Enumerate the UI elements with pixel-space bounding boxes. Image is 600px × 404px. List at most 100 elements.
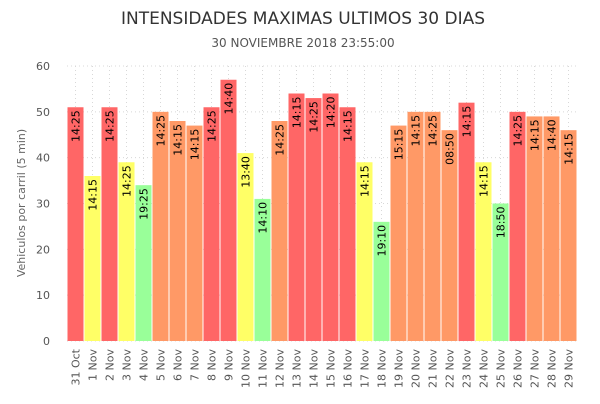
- x-tick-label: 24 Nov: [478, 349, 491, 388]
- bar-time-label: 14:15: [563, 133, 576, 165]
- bar[interactable]: [509, 111, 526, 341]
- x-tick-label: 2 Nov: [104, 349, 117, 381]
- x-tick-label: 13 Nov: [291, 349, 304, 388]
- bar[interactable]: [135, 185, 152, 341]
- bar[interactable]: [101, 107, 118, 341]
- bar-time-label: 13:40: [240, 156, 253, 188]
- bar[interactable]: [441, 130, 458, 341]
- x-tick-label: 25 Nov: [495, 349, 508, 388]
- y-tick-label: 0: [43, 335, 50, 348]
- bar-time-label: 14:25: [427, 115, 440, 147]
- bars: 14:25 14:15 14:25 14:25 19:25 14:25 14:15 14:15…: [67, 79, 577, 342]
- x-tick-label: 12 Nov: [274, 349, 287, 388]
- y-tick-label: 60: [36, 60, 50, 73]
- bar[interactable]: [152, 111, 169, 341]
- x-tick-label: 31 Oct: [70, 348, 83, 385]
- x-tick-label: 21 Nov: [427, 349, 440, 388]
- bar[interactable]: [203, 107, 220, 341]
- x-tick-label: 19 Nov: [393, 349, 406, 388]
- y-axis-ticks: 0 10 20 30 40 50 60: [36, 60, 50, 348]
- bar-time-label: 14:25: [274, 124, 287, 156]
- x-tick-label: 16 Nov: [342, 349, 355, 388]
- x-tick-label: 1 Nov: [87, 349, 100, 381]
- bar[interactable]: [526, 116, 543, 342]
- x-tick-label: 6 Nov: [172, 349, 185, 381]
- bar-time-label: 14:15: [342, 110, 355, 142]
- y-tick-label: 10: [36, 289, 50, 302]
- x-tick-label: 4 Nov: [138, 349, 151, 381]
- x-tick-label: 27 Nov: [529, 349, 542, 388]
- x-axis-ticks: 31 Oct 1 Nov 2 Nov 3 Nov 4 Nov 5 Nov 6 Nov 7 No…: [70, 348, 576, 388]
- bar-time-label: 14:25: [308, 101, 321, 133]
- bar-time-label: 14:15: [478, 165, 491, 197]
- x-tick-label: 9 Nov: [223, 349, 236, 381]
- grid-lines: [67, 65, 577, 342]
- y-axis-label: Vehiculos por carril (5 min): [15, 129, 28, 277]
- bar-time-label: 14:15: [189, 129, 202, 161]
- bar-time-label: 14:25: [206, 110, 219, 142]
- bar[interactable]: [169, 121, 186, 341]
- x-tick-label: 3 Nov: [121, 349, 134, 381]
- bar[interactable]: [237, 153, 254, 341]
- x-tick-label: 28 Nov: [546, 349, 559, 388]
- y-tick-label: 20: [36, 243, 50, 256]
- bar[interactable]: [254, 198, 271, 341]
- bar-time-label: 14:15: [87, 179, 100, 211]
- bar-time-label: 14:15: [461, 106, 474, 138]
- bar[interactable]: [288, 93, 305, 342]
- x-tick-label: 11 Nov: [257, 349, 270, 388]
- bar[interactable]: [186, 125, 203, 341]
- y-tick-label: 30: [36, 198, 50, 211]
- x-tick-label: 14 Nov: [308, 349, 321, 388]
- bar[interactable]: [271, 121, 288, 341]
- bar[interactable]: [322, 93, 339, 342]
- bar-time-label: 15:15: [393, 129, 406, 161]
- bar[interactable]: [305, 98, 322, 341]
- bar[interactable]: [118, 162, 135, 341]
- bar-time-label: 14:15: [172, 124, 185, 156]
- chart-subtitle: 30 NOVIEMBRE 2018 23:55:00: [211, 36, 394, 50]
- bar-time-label: 14:15: [410, 115, 423, 147]
- bar[interactable]: [356, 162, 373, 341]
- bar-time-label: 14:20: [325, 97, 338, 129]
- x-tick-label: 20 Nov: [410, 349, 423, 388]
- bar[interactable]: [560, 130, 577, 341]
- x-tick-label: 7 Nov: [189, 349, 202, 381]
- bar-time-label: 14:15: [291, 97, 304, 129]
- bar-time-label: 14:40: [223, 83, 236, 115]
- bar[interactable]: [220, 79, 237, 341]
- bar-time-label: 14:10: [257, 202, 270, 234]
- bar-time-label: 08:50: [444, 133, 457, 165]
- bar-time-label: 14:25: [512, 115, 525, 147]
- bar[interactable]: [407, 111, 424, 341]
- x-tick-label: 26 Nov: [512, 349, 525, 388]
- y-tick-label: 40: [36, 152, 50, 165]
- bar[interactable]: [458, 102, 475, 342]
- bar-time-label: 19:10: [376, 225, 389, 257]
- bar-time-label: 14:25: [155, 115, 168, 147]
- bar-time-label: 19:25: [138, 188, 151, 220]
- bar[interactable]: [475, 162, 492, 341]
- x-tick-label: 23 Nov: [461, 349, 474, 388]
- y-tick-label: 50: [36, 106, 50, 119]
- x-tick-label: 18 Nov: [376, 349, 389, 388]
- bar-time-label: 14:25: [70, 110, 83, 142]
- bar[interactable]: [492, 203, 509, 342]
- bar[interactable]: [339, 107, 356, 341]
- x-tick-label: 8 Nov: [206, 349, 219, 381]
- bar-time-label: 14:25: [121, 165, 134, 197]
- bar[interactable]: [373, 221, 390, 341]
- bar-time-label: 18:50: [495, 207, 508, 239]
- x-tick-label: 15 Nov: [325, 349, 338, 388]
- bar[interactable]: [424, 111, 441, 341]
- x-tick-label: 17 Nov: [359, 349, 372, 388]
- bar[interactable]: [543, 116, 560, 342]
- x-tick-label: 5 Nov: [155, 349, 168, 381]
- bar[interactable]: [67, 107, 84, 341]
- bar-time-label: 14:15: [529, 119, 542, 151]
- x-tick-label: 22 Nov: [444, 349, 457, 388]
- bar[interactable]: [390, 125, 407, 341]
- bar[interactable]: [84, 176, 101, 341]
- x-tick-label: 10 Nov: [240, 349, 253, 388]
